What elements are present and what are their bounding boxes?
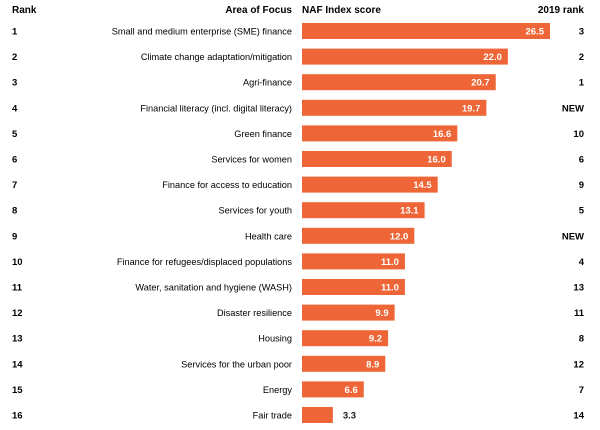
category-label: Climate change adaptation/mitigation — [141, 52, 292, 62]
category-label: Services for women — [211, 155, 292, 165]
rank-2019-label: 3 — [579, 27, 584, 38]
bar — [302, 304, 395, 321]
rank-2019-label: 11 — [574, 308, 585, 319]
category-label: Green finance — [234, 129, 292, 139]
value-label: 11.0 — [381, 257, 399, 268]
rank-label: 14 — [12, 359, 23, 370]
rank-2019-label: 7 — [579, 385, 584, 396]
category-label: Water, sanitation and hygiene (WASH) — [135, 283, 292, 293]
rank-label: 9 — [12, 231, 17, 242]
value-label: 14.5 — [413, 180, 432, 191]
rank-2019-label: 12 — [573, 359, 584, 370]
rank-label: 16 — [12, 411, 23, 422]
value-label: 19.7 — [462, 103, 481, 114]
rank-label: 3 — [12, 78, 17, 89]
bar — [302, 407, 333, 423]
rank-2019-label: 8 — [579, 334, 584, 345]
bar — [302, 125, 458, 142]
category-label: Health care — [245, 231, 292, 241]
rank-label: 12 — [12, 308, 23, 319]
rank-label: 4 — [12, 103, 18, 114]
rank-2019-label: NEW — [562, 231, 584, 242]
value-label: 16.6 — [433, 129, 452, 140]
bar — [302, 279, 405, 295]
bar — [302, 227, 415, 244]
bar — [302, 253, 405, 270]
rank-label: 7 — [12, 180, 17, 191]
rank-2019-label: 4 — [579, 257, 585, 268]
rank-label: 6 — [12, 155, 17, 166]
rank-2019-label: 9 — [579, 180, 584, 191]
value-label: 20.7 — [471, 78, 490, 89]
rank-label: 5 — [12, 129, 18, 140]
chart-rows: 1 Small and medium enterprise (SME) finan… — [12, 23, 585, 423]
rank-2019-label: 6 — [579, 155, 584, 166]
bar — [302, 330, 389, 347]
bar — [302, 355, 386, 372]
rank-label: 13 — [12, 334, 23, 345]
value-label: 3.3 — [343, 411, 356, 422]
rank-label: 11 — [12, 283, 23, 294]
bar — [302, 381, 364, 398]
bar — [302, 23, 550, 39]
rank-label: 2 — [12, 52, 17, 63]
category-label: Services for youth — [218, 206, 292, 216]
category-label: Energy — [263, 385, 293, 395]
rank-header: Rank — [12, 5, 37, 16]
rank-label: 15 — [12, 385, 23, 396]
rank-2019-label: 13 — [573, 283, 584, 294]
rank-2019-label: 14 — [573, 411, 584, 422]
prev-rank-header: 2019 rank — [538, 5, 585, 16]
rank-2019-label: NEW — [562, 103, 584, 114]
category-label: Disaster resilience — [217, 308, 292, 318]
bar — [302, 176, 438, 193]
rank-label: 8 — [12, 206, 17, 217]
category-label: Finance for access to education — [162, 180, 292, 190]
category-label: Finance for refugees/displaced populatio… — [117, 257, 293, 267]
rank-2019-label: 5 — [579, 206, 585, 217]
value-label: 9.2 — [369, 334, 382, 345]
value-label: 22.0 — [483, 52, 502, 63]
score-header: NAF Index score — [302, 5, 381, 16]
category-label: Fair trade — [253, 411, 292, 421]
category-label: Housing — [258, 334, 292, 344]
value-label: 16.0 — [427, 155, 446, 166]
category-label: Financial literacy (incl. digital litera… — [140, 103, 292, 113]
value-label: 13.1 — [400, 206, 419, 217]
value-label: 6.6 — [345, 385, 358, 396]
category-label: Small and medium enterprise (SME) financ… — [112, 27, 292, 37]
bar — [302, 74, 496, 91]
rank-label: 1 — [12, 27, 18, 38]
value-label: 26.5 — [526, 27, 545, 38]
value-label: 9.9 — [375, 308, 388, 319]
bar — [302, 48, 508, 65]
bar — [302, 202, 425, 219]
category-label: Services for the urban poor — [181, 359, 292, 369]
value-label: 8.9 — [366, 359, 379, 370]
bar — [302, 151, 452, 167]
rank-2019-label: 2 — [579, 52, 584, 63]
rank-2019-label: 10 — [573, 129, 584, 140]
bar — [302, 99, 487, 116]
rank-label: 10 — [12, 257, 23, 268]
category-label: Agri-finance — [243, 78, 292, 88]
value-label: 11.0 — [381, 283, 399, 294]
value-label: 12.0 — [390, 231, 409, 242]
area-header: Area of Focus — [225, 5, 292, 16]
rank-2019-label: 1 — [579, 78, 585, 89]
